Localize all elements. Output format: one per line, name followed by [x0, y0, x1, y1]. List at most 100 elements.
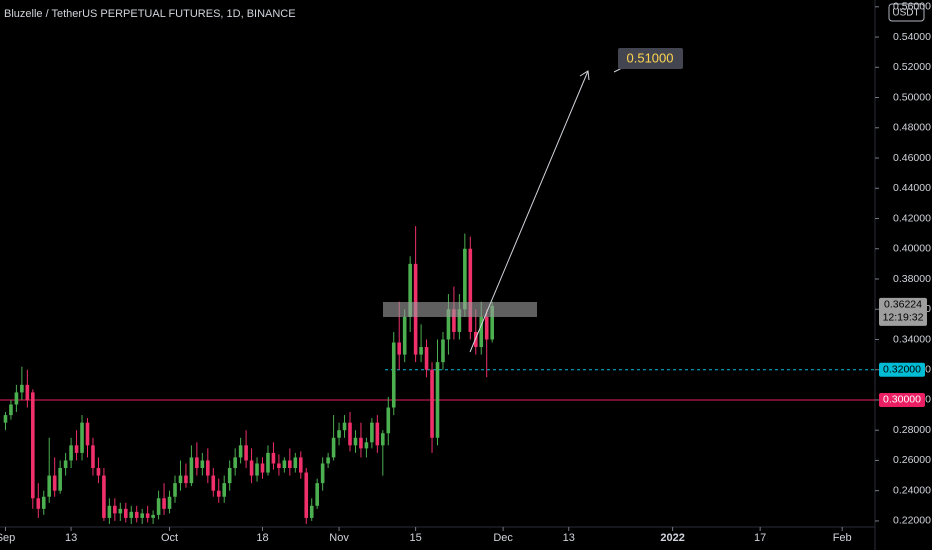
candle-body: [315, 483, 319, 506]
candle-body: [381, 433, 385, 446]
candle-body: [337, 430, 341, 438]
currency-box: [888, 3, 925, 22]
candle-body: [249, 460, 254, 476]
candle-body: [348, 422, 352, 446]
candle-body: [277, 463, 281, 469]
candle-body: [52, 475, 57, 491]
candle-body: [364, 442, 369, 449]
candle-body: [113, 505, 117, 514]
candle-body: [266, 452, 270, 473]
candle-body: [386, 407, 391, 434]
x-tick-label: 13: [65, 532, 77, 544]
chart-title: Bluzelle / TetherUS PERPETUAL FUTURES, 1…: [4, 8, 296, 20]
candle-body: [293, 457, 298, 469]
candle-body: [3, 415, 8, 423]
candle-body: [69, 445, 73, 461]
candle-body: [20, 384, 24, 393]
candle-body: [227, 468, 232, 484]
candle-body: [463, 248, 467, 310]
candle-body: [359, 437, 363, 449]
y-tick-label: 0.38000: [893, 273, 931, 285]
target-label-box: [618, 48, 683, 69]
candle-body: [9, 404, 13, 416]
candle-body: [391, 342, 396, 408]
y-tick-label: 0.56000: [893, 1, 931, 13]
candle-body: [408, 263, 412, 317]
candle-body: [162, 498, 166, 509]
candle-body: [419, 347, 423, 355]
currency: USDT: [892, 8, 919, 19]
candle-body: [457, 309, 462, 332]
y-tick-label: 0.44000: [893, 182, 931, 194]
candle-body: [271, 452, 276, 464]
y-tick-label: 0.26000: [893, 454, 931, 466]
x-tick-label: 13: [563, 532, 575, 544]
candle-body: [288, 460, 292, 469]
candle-body: [200, 460, 205, 469]
candle-body: [85, 422, 90, 446]
y-tick-label: 0.50000: [893, 91, 931, 103]
x-tick-label: Feb: [833, 532, 852, 544]
candle-body: [129, 511, 134, 518]
projection-arrow: [469, 70, 589, 353]
x-tick-label: 2022: [660, 532, 684, 544]
price-label: 0.30000: [883, 394, 921, 406]
candle-body: [14, 392, 19, 405]
candle-body: [484, 316, 489, 340]
y-tick-label: 0.48000: [893, 122, 931, 134]
price-label-box: [879, 362, 925, 377]
y-tick-label: 0.28000: [893, 424, 931, 436]
candle-body: [184, 475, 188, 484]
candle-body: [282, 460, 287, 469]
last-price-label: 0.36224: [884, 299, 922, 311]
candle-body: [134, 511, 139, 518]
candle-body: [156, 498, 161, 515]
candle-body: [435, 362, 440, 438]
candle-body: [222, 483, 227, 497]
candle-body: [397, 342, 402, 355]
candle-body: [304, 472, 309, 518]
arrow-head: [579, 70, 590, 81]
candle-body: [189, 457, 194, 484]
candle-body: [63, 460, 68, 469]
x-tick-label: Nov: [329, 532, 349, 544]
candle-body: [479, 316, 484, 348]
y-tick-label: 0.22000: [893, 515, 931, 527]
candle-body: [107, 505, 112, 518]
candle-body: [309, 505, 314, 518]
candle-body: [167, 496, 172, 509]
candle-body: [80, 422, 84, 453]
candle-body: [260, 463, 265, 473]
y-tick-label: 0.40000: [893, 243, 931, 255]
x-tick-label: 17: [754, 532, 766, 544]
x-tick-label: Oct: [161, 532, 178, 544]
countdown-label: 12:19:32: [883, 312, 924, 324]
candle-body: [206, 460, 210, 476]
candle-body: [178, 475, 183, 484]
price-label: 0.32000: [883, 364, 921, 376]
candle-body: [370, 422, 374, 443]
y-tick-label: 0.34000: [893, 333, 931, 345]
candle-body: [342, 422, 347, 431]
candle-body: [173, 483, 177, 497]
candle-body: [255, 463, 259, 476]
y-tick-label: 0.42000: [893, 212, 931, 224]
y-tick-label: 0.54000: [893, 31, 931, 43]
candle-body: [468, 248, 473, 332]
candle-body: [331, 437, 336, 458]
candle-body: [446, 309, 451, 340]
target-label: 0.51000: [627, 50, 674, 65]
candle-body: [216, 490, 221, 497]
x-tick-label: 15: [410, 532, 422, 544]
candle-body: [36, 498, 41, 509]
candle-body: [145, 513, 150, 518]
candle-body: [195, 457, 199, 469]
candle-body: [441, 339, 445, 363]
candle-body: [424, 347, 429, 370]
candle-body: [140, 513, 144, 518]
candle-body: [402, 316, 407, 355]
candle-body: [490, 305, 494, 340]
candle-body: [298, 457, 303, 473]
candle-body: [353, 437, 358, 446]
